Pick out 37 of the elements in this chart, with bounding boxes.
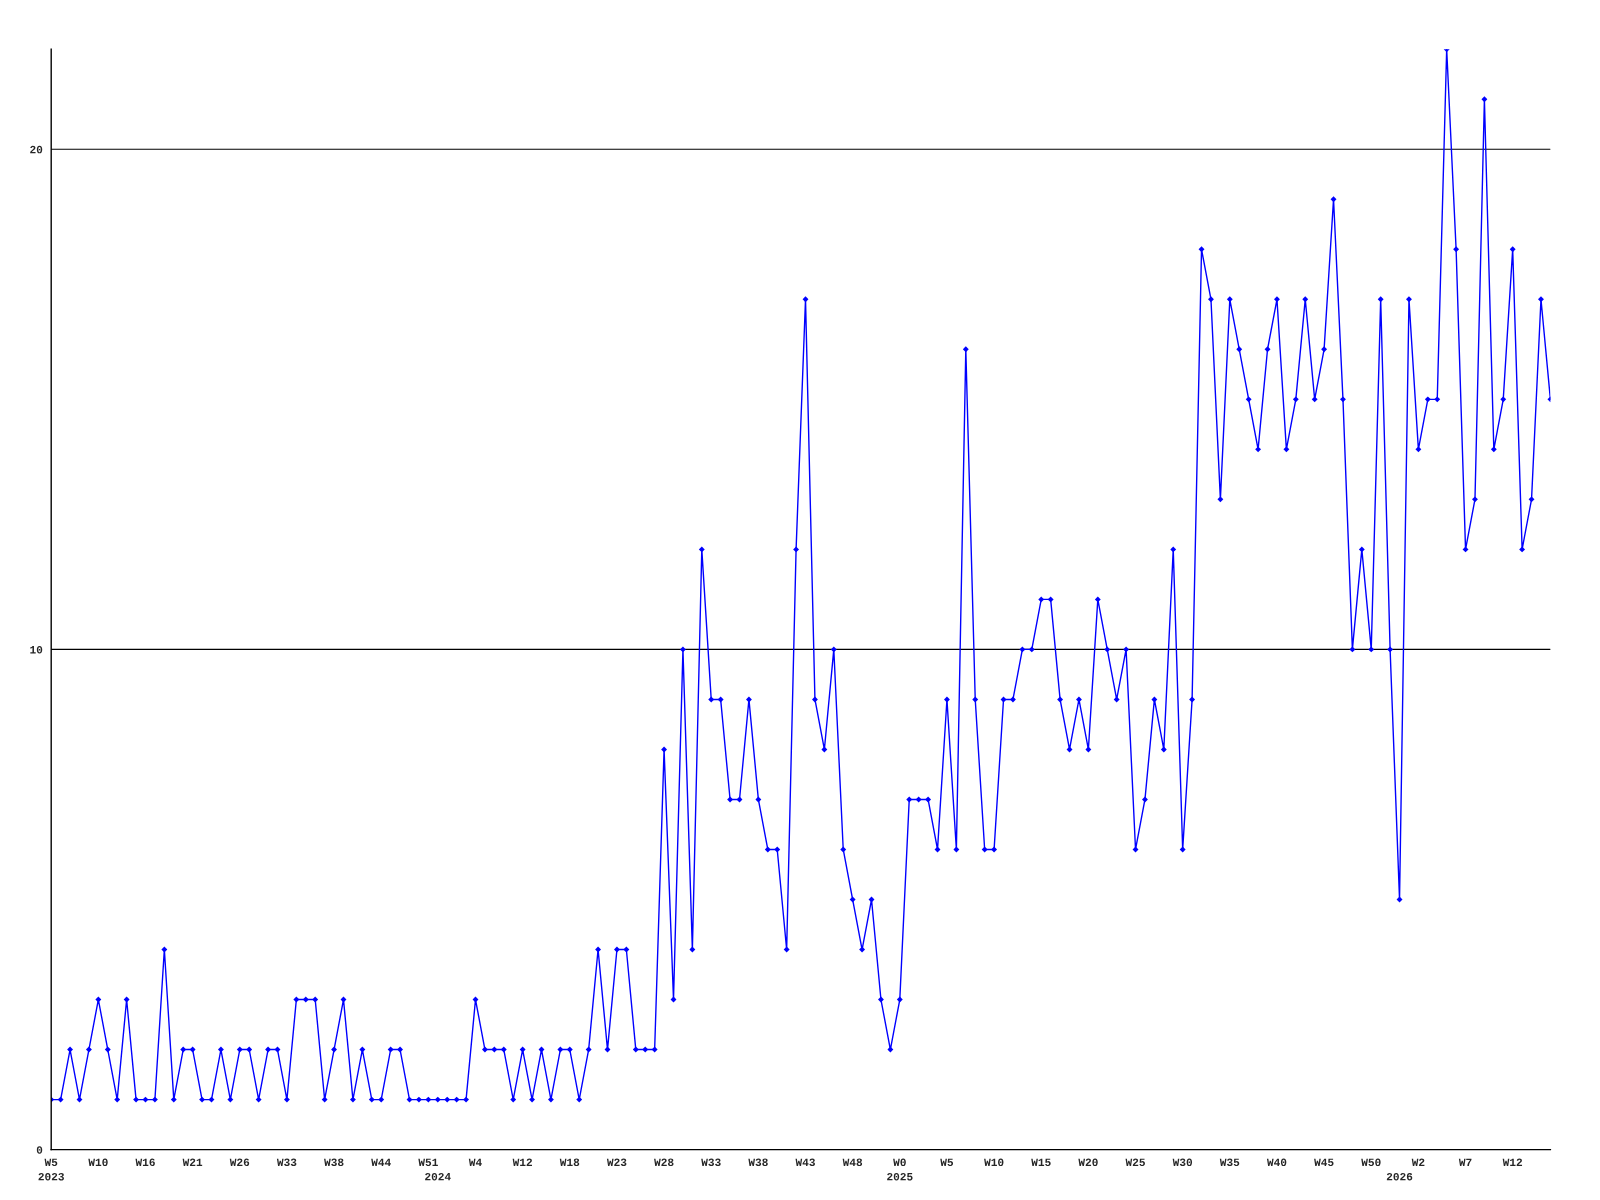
x-tick-label: W48 [842, 1158, 863, 1167]
x-tick-label: W35 [1219, 1158, 1240, 1167]
x-tick-label: W12 [512, 1158, 532, 1166]
x-tick-label: W7 [1458, 1158, 1472, 1166]
y-tick-label: 0 [36, 1146, 43, 1154]
y-tick-label: 10 [30, 646, 43, 654]
x-tick-label: W43 [795, 1158, 815, 1167]
x-tick-label: W5 [940, 1158, 954, 1167]
x-tick-label: W18 [559, 1158, 580, 1167]
x-tick-label: W12 [1502, 1158, 1523, 1166]
x-tick-label: W15 [1031, 1158, 1051, 1167]
x-tick-label: W30 [1172, 1158, 1193, 1167]
x-tick-label: W40 [1266, 1158, 1287, 1167]
x-tick-label: W50 [1361, 1158, 1381, 1167]
x-tick-label: 2026 [1386, 1172, 1413, 1181]
x-tick-label: W0 2025 [887, 1158, 913, 1181]
x-tick-label: W21 [182, 1158, 203, 1166]
x-tick-label: W16 [135, 1158, 155, 1167]
x-tick-label: W28 [654, 1158, 674, 1167]
x-tick-label: W45 [1314, 1158, 1334, 1167]
x-tick-label: W23 [606, 1158, 627, 1167]
x-tick-label: W26 [229, 1158, 250, 1167]
x-tick-label: W51 [418, 1158, 438, 1167]
x-tick-label: W33 [701, 1158, 721, 1167]
x-tick-label: W33 [276, 1158, 297, 1167]
x-tick-label: W10 [984, 1158, 1004, 1167]
x-tick-label: W38 [324, 1158, 344, 1167]
x-tick-label: W38 [748, 1158, 768, 1167]
x-tick-label: W5 2023 [38, 1158, 64, 1181]
x-tick-label: W10 [88, 1158, 108, 1167]
x-tick-label: W4 [468, 1158, 482, 1166]
x-tick-label: W2 [1411, 1158, 1425, 1166]
x-tick-label: W44 [371, 1158, 391, 1166]
x-tick-label: W20 [1078, 1158, 1098, 1167]
x-tick-label: 2024 [425, 1172, 451, 1181]
y-tick-label: 20 [30, 145, 43, 154]
x-tick-label: W25 [1125, 1158, 1145, 1167]
